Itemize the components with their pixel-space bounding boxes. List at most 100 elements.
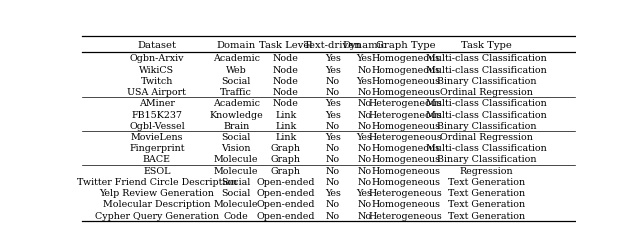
Text: Text Generation: Text Generation [448, 211, 525, 220]
Text: Academic: Academic [212, 99, 260, 108]
Text: No: No [326, 77, 340, 86]
Text: Molecule: Molecule [214, 200, 259, 208]
Text: No: No [357, 110, 371, 119]
Text: Node: Node [273, 66, 299, 74]
Text: ESOL: ESOL [143, 166, 171, 175]
Text: No: No [357, 99, 371, 108]
Text: Heterogeneous: Heterogeneous [369, 133, 443, 141]
Text: Brain: Brain [223, 121, 250, 130]
Text: FB15K237: FB15K237 [131, 110, 182, 119]
Text: No: No [357, 155, 371, 164]
Text: No: No [357, 177, 371, 186]
Text: Molecular Description: Molecular Description [103, 200, 211, 208]
Text: Multi-class Classification: Multi-class Classification [426, 99, 547, 108]
Text: Link: Link [275, 121, 296, 130]
Text: Graph: Graph [271, 144, 301, 153]
Text: Heterogeneous: Heterogeneous [369, 110, 443, 119]
Text: Ordinal Regression: Ordinal Regression [440, 88, 533, 97]
Text: Yes: Yes [325, 133, 341, 141]
Text: Homogeneous: Homogeneous [371, 66, 440, 74]
Text: Homogeneous: Homogeneous [371, 200, 440, 208]
Text: Homogeneous: Homogeneous [371, 166, 440, 175]
Text: No: No [357, 121, 371, 130]
Text: No: No [326, 200, 340, 208]
Text: Open-ended: Open-ended [257, 177, 315, 186]
Text: Text-driven: Text-driven [304, 41, 362, 50]
Text: Text Generation: Text Generation [448, 200, 525, 208]
Text: No: No [326, 88, 340, 97]
Text: Fingerprint: Fingerprint [129, 144, 184, 153]
Text: Binary Classification: Binary Classification [437, 77, 536, 86]
Text: Social: Social [221, 133, 251, 141]
Text: Graph: Graph [271, 166, 301, 175]
Text: Text Generation: Text Generation [448, 177, 525, 186]
Text: Task Level: Task Level [259, 41, 312, 50]
Text: Social: Social [221, 77, 251, 86]
Text: Regression: Regression [460, 166, 513, 175]
Text: Yes: Yes [356, 54, 372, 63]
Text: No: No [357, 211, 371, 220]
Text: No: No [326, 211, 340, 220]
Text: Link: Link [275, 110, 296, 119]
Text: Academic: Academic [212, 54, 260, 63]
Text: Open-ended: Open-ended [257, 211, 315, 220]
Text: Domain: Domain [216, 41, 256, 50]
Text: Yes: Yes [325, 54, 341, 63]
Text: No: No [357, 200, 371, 208]
Text: Knowledge: Knowledge [209, 110, 263, 119]
Text: Multi-class Classification: Multi-class Classification [426, 54, 547, 63]
Text: WikiCS: WikiCS [140, 66, 175, 74]
Text: Molecule: Molecule [214, 166, 259, 175]
Text: Multi-class Classification: Multi-class Classification [426, 110, 547, 119]
Text: No: No [326, 177, 340, 186]
Text: No: No [326, 155, 340, 164]
Text: Yes: Yes [356, 188, 372, 197]
Text: Text Generation: Text Generation [448, 188, 525, 197]
Text: Yes: Yes [325, 66, 341, 74]
Text: Multi-class Classification: Multi-class Classification [426, 66, 547, 74]
Text: BACE: BACE [143, 155, 171, 164]
Text: Homogeneous: Homogeneous [371, 54, 440, 63]
Text: No: No [357, 88, 371, 97]
Text: Heterogeneous: Heterogeneous [369, 211, 443, 220]
Text: Ogbn-Arxiv: Ogbn-Arxiv [130, 54, 184, 63]
Text: Homogeneous: Homogeneous [371, 88, 440, 97]
Text: Cypher Query Generation: Cypher Query Generation [95, 211, 219, 220]
Text: Heterogeneous: Heterogeneous [369, 99, 443, 108]
Text: Node: Node [273, 88, 299, 97]
Text: Social: Social [221, 188, 251, 197]
Text: Open-ended: Open-ended [257, 200, 315, 208]
Text: Binary Classification: Binary Classification [437, 121, 536, 130]
Text: Link: Link [275, 133, 296, 141]
Text: Graph: Graph [271, 155, 301, 164]
Text: Ordinal Regression: Ordinal Regression [440, 133, 533, 141]
Text: Yes: Yes [356, 133, 372, 141]
Text: Yes: Yes [356, 77, 372, 86]
Text: No: No [326, 121, 340, 130]
Text: Vision: Vision [221, 144, 251, 153]
Text: Node: Node [273, 54, 299, 63]
Text: Traffic: Traffic [220, 88, 252, 97]
Text: No: No [326, 144, 340, 153]
Text: Web: Web [226, 66, 246, 74]
Text: Homogeneous: Homogeneous [371, 177, 440, 186]
Text: Twitch: Twitch [141, 77, 173, 86]
Text: Social: Social [221, 177, 251, 186]
Text: No: No [326, 166, 340, 175]
Text: No: No [357, 66, 371, 74]
Text: Molecule: Molecule [214, 155, 259, 164]
Text: Yelp Review Generation: Yelp Review Generation [99, 188, 214, 197]
Text: Homogeneous: Homogeneous [371, 121, 440, 130]
Text: Twitter Friend Circle Description: Twitter Friend Circle Description [77, 177, 237, 186]
Text: No: No [357, 144, 371, 153]
Text: Node: Node [273, 77, 299, 86]
Text: Homogeneous: Homogeneous [371, 77, 440, 86]
Text: Dataset: Dataset [138, 41, 177, 50]
Text: Binary Classification: Binary Classification [437, 155, 536, 164]
Text: Dynamic: Dynamic [342, 41, 387, 50]
Text: Multi-class Classification: Multi-class Classification [426, 144, 547, 153]
Text: Code: Code [224, 211, 248, 220]
Text: Graph Type: Graph Type [376, 41, 436, 50]
Text: MovieLens: MovieLens [131, 133, 183, 141]
Text: Yes: Yes [325, 99, 341, 108]
